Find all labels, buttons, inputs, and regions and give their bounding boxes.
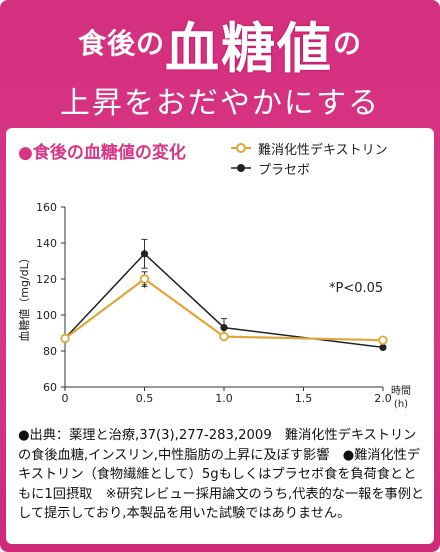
x-axis-label: 時間 <box>391 385 411 397</box>
data-point <box>60 333 70 344</box>
y-axis-label: 血糖値（mg/dL） <box>17 252 31 342</box>
data-point <box>219 331 229 342</box>
y-tick-label: 80 <box>43 345 57 358</box>
line-chart: 60 80 100 120 140 160 0 0.5 1.0 1.5 2.0時間 (h) 血糖値（mg… <box>17 201 411 410</box>
headline-line1: 食後の血糖値の <box>0 4 440 83</box>
headline-prefix: 食後の <box>77 27 165 60</box>
headline-main: 血糖値 <box>165 17 333 80</box>
header: 食後の血糖値の 上昇をおだやかにする <box>0 0 440 128</box>
y-tick-label: 120 <box>36 273 57 286</box>
x-tick-label: 0 <box>62 392 69 405</box>
chart-subtitle: ●食後の血糖値の変化 <box>18 143 186 163</box>
headline-line2: 上昇をおだやかにする <box>59 86 381 121</box>
data-point <box>220 324 228 332</box>
x-tick-label: 2.0 <box>374 392 392 405</box>
significance-note: *P<0.05 <box>329 281 383 296</box>
series-line <box>64 277 384 342</box>
headline-suffix: の <box>333 27 363 60</box>
x-tick-label: 0.5 <box>136 392 154 405</box>
y-tick-label: 100 <box>36 309 57 322</box>
significance-star: * <box>142 281 148 295</box>
legend-item-placebo: プラセボ <box>230 158 388 178</box>
y-tick-label: 60 <box>43 381 57 394</box>
y-tick-label: 140 <box>36 237 57 250</box>
legend-label: プラセボ <box>258 162 311 178</box>
y-tick-label: 160 <box>36 201 57 214</box>
data-point <box>378 335 388 345</box>
legend-item-dextrin: 難消化性デキストリン <box>230 138 388 158</box>
source-footnote: ●出典：薬理と治療,37(3),277-283,2009 難消化性デキストリンの… <box>18 428 425 521</box>
data-point <box>139 274 150 284</box>
legend-label: 難消化性デキストリン <box>258 142 388 158</box>
chart-panel: ●食後の血糖値の変化 難消化性デキストリン プラセボ 60 80 100 120 140… <box>6 128 434 544</box>
x-tick-label: 1.0 <box>215 392 233 405</box>
x-tick-label: 1.5 <box>295 392 313 405</box>
chart-legend: 難消化性デキストリン プラセボ <box>230 138 388 178</box>
data-point <box>379 343 387 351</box>
legend-filled-circle-marker-icon <box>231 164 251 172</box>
x-axis-unit: (h) <box>394 399 408 410</box>
data-point <box>140 250 149 258</box>
legend-open-circle-marker-icon <box>231 143 251 153</box>
